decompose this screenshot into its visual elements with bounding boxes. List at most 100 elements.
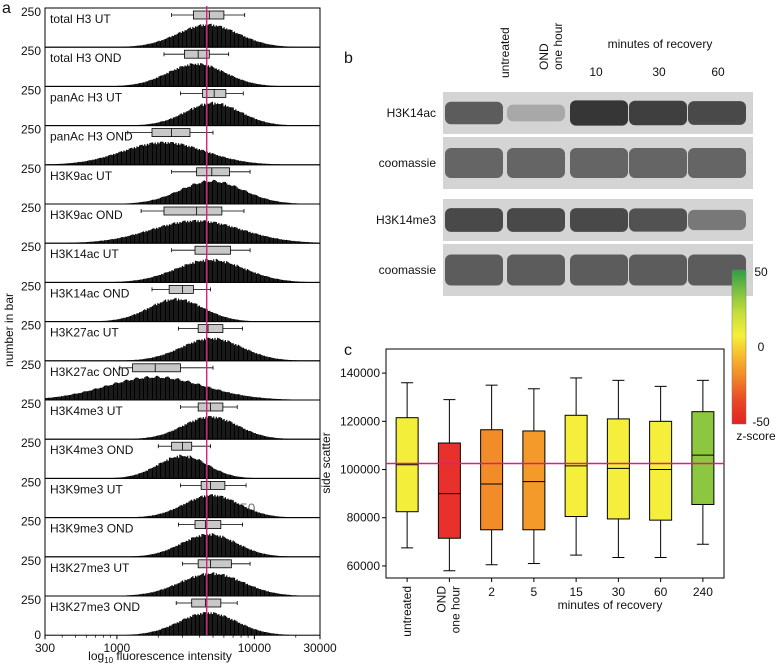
blot-band	[570, 208, 628, 232]
panel-a-ylabel: number in bar	[2, 293, 16, 367]
histogram-bars	[131, 533, 288, 557]
panel-b-western-blot: untreated ONDone hour minutes of recovery 1…	[376, 23, 753, 296]
blot-band	[507, 254, 565, 286]
histogram-bars	[67, 219, 319, 244]
series-label: H3K4me3 OND	[50, 443, 134, 457]
series-label: panAc H3 OND	[50, 130, 133, 144]
y-tick-label: 120000	[340, 414, 380, 428]
box	[197, 324, 224, 334]
panel-a-histogram-stack: 250 total H3 UT 250 total H3 OND 250 panAc H3…	[21, 5, 337, 655]
blot-band	[629, 254, 687, 286]
histogram-row: 250 H3K27me3 UT	[21, 554, 321, 597]
colorbar-tick-label: -50	[752, 415, 770, 429]
histogram-bars	[98, 297, 255, 322]
y-tick-label: 250	[21, 5, 41, 19]
blot-band	[570, 100, 628, 126]
blot-band	[445, 147, 503, 179]
blot-row-label: coomassie	[379, 263, 437, 277]
colorbar	[731, 269, 747, 425]
series-label: total H3 OND	[50, 51, 122, 65]
panel-label-a: a	[2, 0, 11, 17]
histogram-bars	[111, 454, 254, 479]
histogram-row: 250 H3K14ac UT	[21, 240, 321, 283]
colorbar-tick-label: 50	[754, 265, 768, 279]
blot-band	[688, 147, 746, 179]
box	[480, 429, 504, 531]
lane-label: 10	[589, 65, 603, 79]
histogram-row: 250 panAc H3 UT	[21, 83, 321, 127]
box	[192, 10, 225, 20]
panel-label-b: b	[344, 50, 353, 67]
y-axis-label: side scatter	[319, 432, 333, 493]
blot-row-label: coomassie	[379, 156, 437, 170]
box	[151, 128, 191, 138]
y-tick-label: 80000	[347, 511, 381, 525]
box-plot-item	[606, 379, 630, 559]
histogram-bars	[132, 415, 289, 440]
blot-band	[445, 208, 503, 232]
blot-band	[570, 147, 628, 179]
blot-band	[570, 254, 628, 286]
histogram-row: 250 H3K9me3 UT	[21, 475, 321, 519]
blot-row-label: H3K14ac	[387, 106, 436, 120]
x-tick-label: 30	[612, 585, 626, 599]
series-label: H3K4me3 UT	[50, 404, 123, 418]
histogram-row: 250 H3K27ac UT	[21, 319, 321, 362]
box	[197, 559, 232, 569]
box	[171, 441, 193, 451]
y-tick-label: 250	[21, 319, 41, 333]
panel-a-xlabel: log10 fluorescence intensity	[88, 649, 232, 665]
box	[649, 420, 673, 521]
lane-label-line: one hour	[551, 23, 565, 70]
series-label: H3K9me3 OND	[50, 522, 134, 536]
x-tick-label: 1000	[104, 641, 131, 655]
box-plot-item	[437, 399, 461, 572]
y-tick-label: 250	[21, 436, 41, 450]
x-tick-label: one hour	[448, 586, 462, 633]
y-tick-label: 250	[21, 593, 41, 607]
histogram-bars	[120, 179, 302, 204]
x-tick-label: 10000	[238, 641, 272, 655]
y-tick-label: 250	[21, 279, 41, 293]
box	[437, 442, 461, 539]
box	[168, 284, 194, 294]
histogram-row: 250 H3K27ac OND	[21, 358, 321, 401]
blot-band	[507, 208, 565, 232]
series-label: panAc H3 UT	[50, 90, 123, 104]
y-tick-label: 250	[21, 515, 41, 529]
y-tick-label: 0	[34, 628, 41, 642]
x-tick-label: 2	[488, 585, 495, 599]
blot-band	[507, 104, 565, 122]
histogram-bars	[46, 141, 281, 165]
colorbar-title: z-score	[736, 429, 776, 443]
series-label: H3K27me3 OND	[50, 600, 140, 614]
lane-label: 60	[711, 65, 725, 79]
panel-label-c: c	[344, 342, 352, 359]
series-label: H3K9ac UT	[50, 169, 113, 183]
x-tick-label: 5	[531, 585, 538, 599]
series-label: H3K14ac OND	[50, 286, 130, 300]
series-label: H3K9ac OND	[50, 208, 123, 222]
histogram-bars	[122, 23, 294, 48]
histogram-row: 250 H3K9ac OND	[21, 201, 321, 244]
box	[184, 49, 210, 59]
histogram-row: 250 H3K27me3 OND	[21, 593, 321, 636]
y-tick-label: 250	[21, 475, 41, 489]
box	[606, 418, 630, 520]
blot-band	[445, 254, 503, 286]
y-tick-label: 60000	[347, 559, 381, 573]
panel-a-watermark: 250	[232, 500, 256, 516]
y-tick-label: 250	[21, 123, 41, 137]
x-tick-label: 300	[35, 641, 55, 655]
box	[132, 363, 181, 373]
blot-band	[507, 147, 565, 179]
histogram-row: 250 total H3 OND	[21, 44, 321, 87]
series-label: total H3 UT	[50, 12, 111, 26]
x-tick-label: 30000	[303, 641, 337, 655]
lane-label: untreated	[498, 27, 512, 78]
blot-row-label: H3K14me3	[376, 213, 436, 227]
box	[194, 520, 222, 529]
series-label: H3K14ac UT	[50, 247, 119, 261]
box-plot-item	[564, 377, 588, 556]
box-plot-item	[691, 379, 715, 545]
